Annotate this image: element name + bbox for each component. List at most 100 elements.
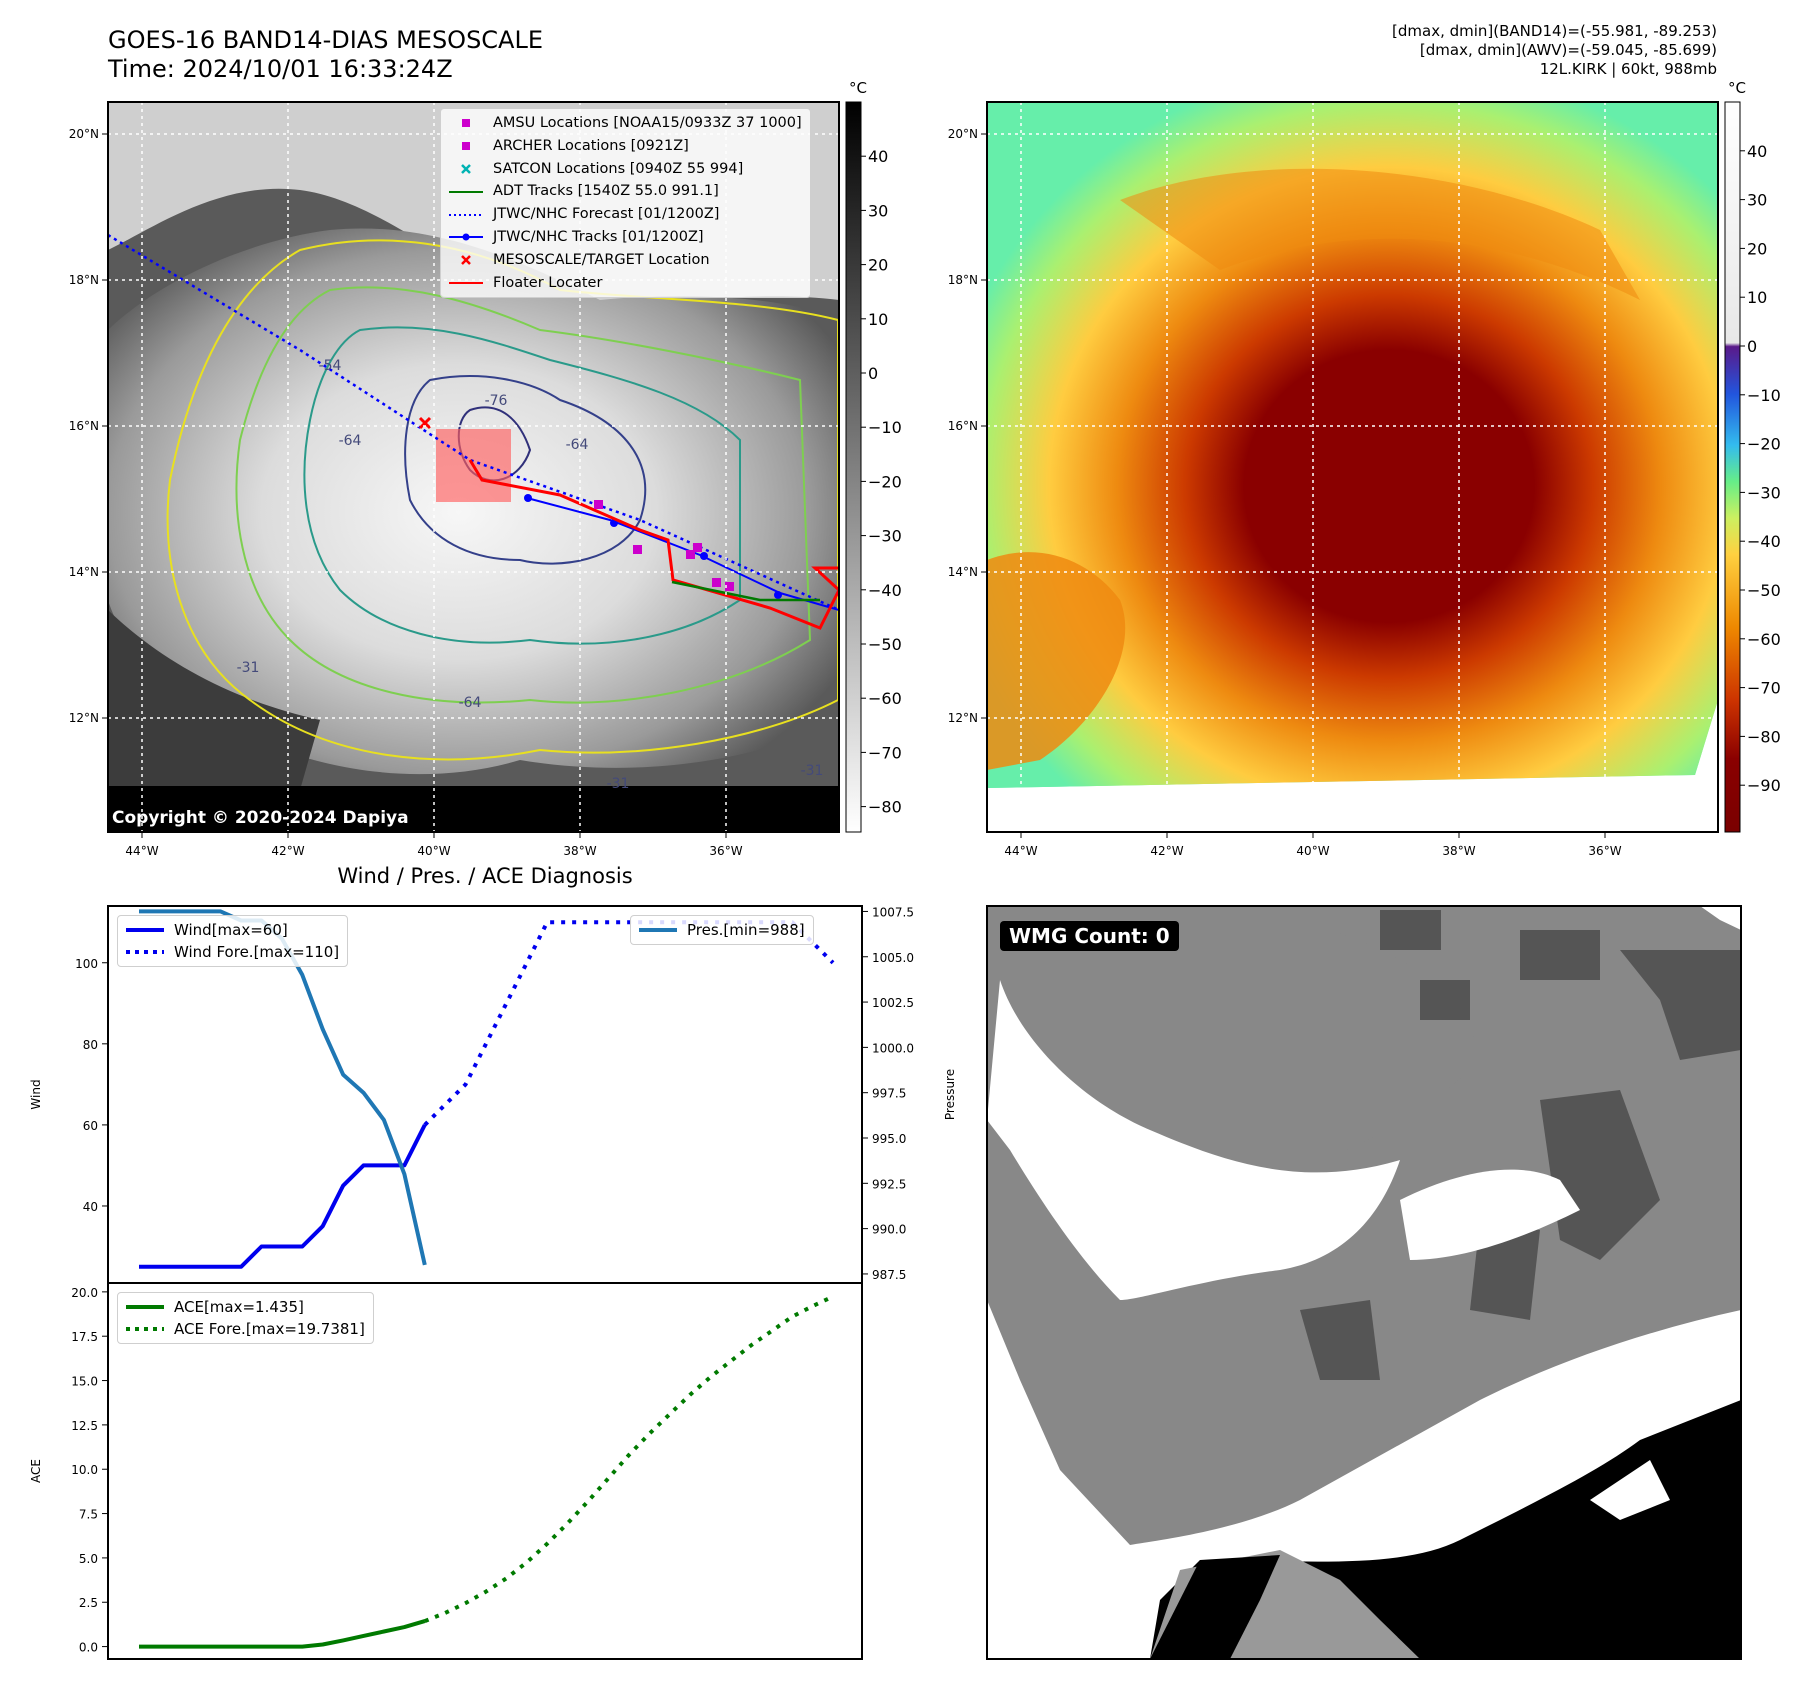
map-legend-item: AMSU Locations [NOAA15/0933Z 37 1000] <box>449 112 802 135</box>
lon-tick-label: 38°W <box>563 844 596 858</box>
lon-tick-label: 36°W <box>709 844 742 858</box>
map-legend-item: SATCON Locations [0940Z 55 994] <box>449 158 802 181</box>
left-colorbar-tick-label: −70 <box>868 743 902 762</box>
y-tick-label: 80 <box>83 1038 98 1052</box>
map-legend: AMSU Locations [NOAA15/0933Z 37 1000] ARC… <box>440 108 811 299</box>
lat-tick-label: 20°N <box>69 127 99 141</box>
lat-tick-label: 20°N <box>948 127 978 141</box>
left-colorbar-tick-label: −60 <box>868 689 902 708</box>
lon-tick-label: 42°W <box>1150 844 1183 858</box>
lat-tick-label: 14°N <box>948 565 978 579</box>
y-right-tick-label: 1002.5 <box>872 996 914 1010</box>
lat-tick-label: 14°N <box>69 565 99 579</box>
y-tick-label: 0.0 <box>79 1641 98 1655</box>
legend-label-wind: Wind[max=60] <box>174 921 288 939</box>
contour-label: -54 <box>319 358 342 374</box>
y-tick-label: 15.0 <box>71 1375 98 1389</box>
right-colorbar-unit: °C <box>1728 79 1746 97</box>
info-line-2: [dmax, dmin](AWV)=(-59.045, -85.699) <box>1419 41 1717 59</box>
map-legend-swatch <box>461 164 471 174</box>
right-colorbar-tick-label: 0 <box>1747 337 1757 356</box>
contour-label: -64 <box>339 433 362 449</box>
left-colorbar-unit: °C <box>849 79 867 97</box>
y-right-tick-label: 995.0 <box>872 1132 906 1146</box>
left-colorbar-tick-label: 20 <box>868 256 888 275</box>
left-colorbar-tick-label: −40 <box>868 581 902 600</box>
right-colorbar <box>1724 101 1741 833</box>
y-tick-label: 60 <box>83 1119 98 1133</box>
lon-tick-label: 44°W <box>125 844 158 858</box>
right-colorbar-tick-label: −60 <box>1747 630 1781 649</box>
legend-label-ace: ACE[max=1.435] <box>174 1298 304 1316</box>
info-line-3: 12L.KIRK | 60kt, 988mb <box>1539 60 1717 78</box>
right-colorbar-tick-label: −90 <box>1747 776 1781 795</box>
map-legend-swatch <box>449 190 483 193</box>
right-colorbar-tick-label: −80 <box>1747 727 1781 746</box>
y-right-axis-label: Pressure <box>943 1069 957 1120</box>
right-colorbar-tick-label: −10 <box>1747 386 1781 405</box>
legend-label-wind-fore: Wind Fore.[max=110] <box>174 943 340 961</box>
wind-legend: Wind[max=60] Wind Fore.[max=110] <box>117 915 349 967</box>
contour-label: -31 <box>237 660 260 676</box>
lon-tick-label: 40°W <box>1296 844 1329 858</box>
right-colorbar-tick-label: −50 <box>1747 581 1781 600</box>
y-tick-label: 10.0 <box>71 1463 98 1477</box>
series-line <box>424 1294 834 1623</box>
wmg-count-label: WMG Count: 0 <box>1000 921 1179 951</box>
right-colorbar-tick-label: 20 <box>1747 239 1767 258</box>
lat-tick-label: 18°N <box>948 273 978 287</box>
left-colorbar-tick-label: −80 <box>868 798 902 817</box>
ace-plot-area <box>107 1282 863 1660</box>
y-tick-label: 7.5 <box>79 1508 98 1522</box>
left-colorbar <box>845 101 862 833</box>
series-line <box>139 1124 427 1269</box>
lon-tick-label: 42°W <box>271 844 304 858</box>
contour-label: -64 <box>566 437 589 453</box>
series-line <box>423 920 835 1127</box>
left-colorbar-tick-label: −50 <box>868 635 902 654</box>
wind-pressure-plot-area <box>107 905 863 1284</box>
legend-item-pressure: Pres.[min=988] <box>639 919 805 941</box>
lat-tick-label: 12°N <box>69 711 99 725</box>
map-legend-label: AMSU Locations [NOAA15/0933Z 37 1000] <box>493 115 802 131</box>
map-legend-label: JTWC/NHC Tracks [01/1200Z] <box>493 228 704 245</box>
y-axis-label: Wind <box>29 1079 43 1109</box>
lat-tick-label: 18°N <box>69 273 99 287</box>
legend-item-ace: ACE[max=1.435] <box>126 1296 365 1318</box>
left-colorbar-tick-label: 40 <box>868 147 888 166</box>
map-legend-label: JTWC/NHC Forecast [01/1200Z] <box>493 206 720 223</box>
contour-label: -31 <box>607 776 630 792</box>
y-tick-label: 12.5 <box>71 1419 98 1433</box>
color-map-panel <box>987 102 1718 832</box>
y-right-tick-label: 1007.5 <box>872 905 914 919</box>
lat-tick-label: 16°N <box>948 419 978 433</box>
wmg-panel <box>987 906 1741 1659</box>
right-colorbar-tick-label: −40 <box>1747 532 1781 551</box>
lon-tick-label: 40°W <box>417 844 450 858</box>
y-right-tick-label: 1000.0 <box>872 1041 914 1055</box>
right-colorbar-tick-label: 40 <box>1747 142 1767 161</box>
legend-item-wind: Wind[max=60] <box>126 919 339 941</box>
map-legend-swatch <box>461 255 471 266</box>
lon-tick-label: 36°W <box>1588 844 1621 858</box>
title-line-1: GOES-16 BAND14-DIAS MESOSCALE <box>108 26 544 54</box>
title-line-2: Time: 2024/10/01 16:33:24Z <box>108 55 453 83</box>
y-tick-label: 5.0 <box>79 1552 98 1566</box>
map-legend-label: ARCHER Locations [0921Z] <box>493 137 689 154</box>
y-tick-label: 17.5 <box>71 1330 98 1344</box>
copyright-text: Copyright © 2020-2024 Dapiya <box>112 808 409 828</box>
map-legend-item: JTWC/NHC Tracks [01/1200Z] <box>449 226 802 249</box>
y-tick-label: 40 <box>83 1200 98 1214</box>
legend-swatch-ace-fore <box>126 1327 164 1331</box>
map-legend-label: SATCON Locations [0940Z 55 994] <box>493 160 744 177</box>
y-right-tick-label: 987.5 <box>872 1268 906 1282</box>
legend-label-ace-fore: ACE Fore.[max=19.7381] <box>174 1320 365 1338</box>
y-right-tick-label: 990.0 <box>872 1223 906 1237</box>
lat-tick-label: 16°N <box>69 419 99 433</box>
diagnosis-chart-title: Wind / Pres. / ACE Diagnosis <box>337 864 633 888</box>
map-legend-label: Floater Locater <box>493 274 603 291</box>
right-colorbar-tick-label: 30 <box>1747 191 1767 210</box>
left-colorbar-tick-label: 10 <box>868 310 888 329</box>
map-legend-swatch <box>449 233 483 241</box>
